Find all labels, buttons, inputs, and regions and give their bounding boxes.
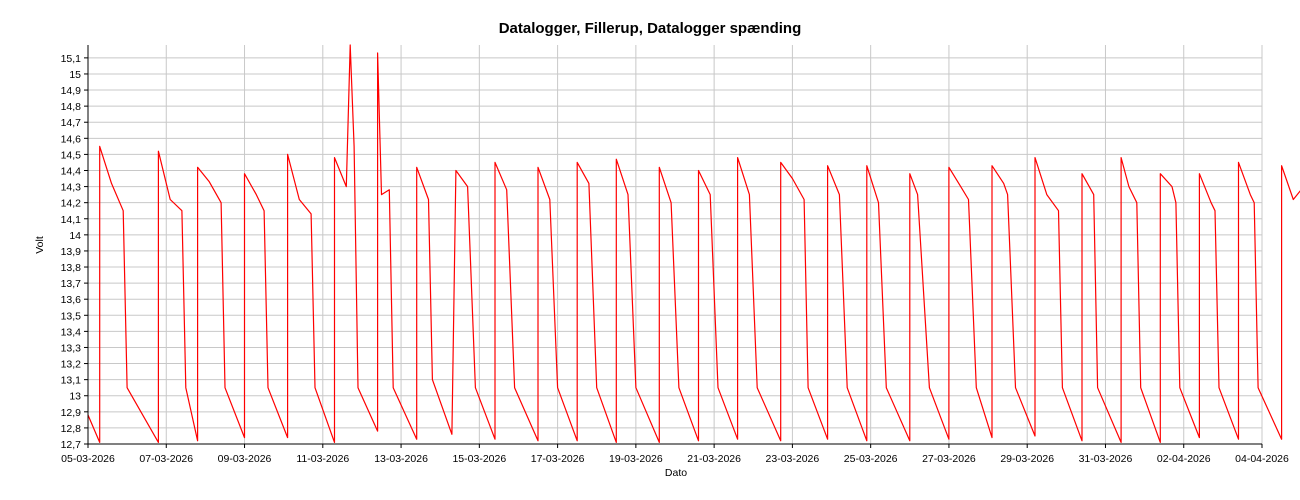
y-tick-label: 12,8: [61, 423, 82, 435]
y-tick-label: 13: [69, 391, 81, 403]
y-tick-label: 14,6: [61, 133, 82, 145]
x-tick-label: 15-03-2026: [452, 453, 506, 465]
y-tick-label: 14: [69, 230, 81, 242]
y-axis-label: Volt: [34, 236, 46, 254]
y-tick-label: 14,9: [61, 85, 82, 97]
y-tick-label: 14,8: [61, 101, 82, 113]
y-tick-label: 13,4: [61, 326, 82, 338]
y-tick-label: 13,6: [61, 294, 82, 306]
series-line: [87, 44, 1300, 443]
y-tick-label: 13,9: [61, 246, 82, 258]
y-tick-label: 13,7: [61, 278, 82, 290]
y-tick-label: 15: [69, 69, 81, 81]
y-tick-label: 13,5: [61, 310, 82, 322]
y-tick-label: 13,3: [61, 342, 82, 354]
y-tick-label: 14,2: [61, 198, 82, 210]
y-tick-label: 12,7: [61, 439, 82, 451]
chart-title: Datalogger, Fillerup, Datalogger spændin…: [498, 20, 802, 37]
x-tick-label: 27-03-2026: [922, 453, 976, 465]
y-tick-label: 13,1: [61, 375, 82, 387]
x-tick-label: 11-03-2026: [296, 453, 349, 465]
x-tick-label: 09-03-2026: [218, 453, 272, 465]
y-tick-label: 12,9: [61, 407, 82, 419]
x-tick-label: 17-03-2026: [531, 453, 585, 465]
y-tick-label: 14,4: [61, 165, 82, 177]
x-axis-label: Dato: [665, 467, 687, 479]
axis-layer: 12,7 12,8 12,9 13 13,1 13,2 13,3 13,4 13,5 13,6 13…: [61, 45, 1289, 465]
grid-layer: [87, 45, 1263, 445]
x-tick-label: 07-03-2026: [139, 453, 193, 465]
x-tick-label: 19-03-2026: [609, 453, 663, 465]
x-tick-label: 04-04-2026: [1235, 453, 1289, 465]
x-tick-label: 02-04-2026: [1157, 453, 1211, 465]
y-tick-label: 14,5: [61, 149, 82, 161]
line-layer: [87, 44, 1300, 443]
y-tick-label: 15,1: [61, 53, 82, 65]
x-tick-label: 29-03-2026: [1000, 453, 1054, 465]
x-tick-label: 23-03-2026: [766, 453, 820, 465]
x-tick-label: 21-03-2026: [687, 453, 741, 465]
y-tick-label: 14,1: [61, 214, 82, 226]
x-tick-label: 13-03-2026: [374, 453, 428, 465]
y-tick-label: 14,3: [61, 182, 82, 194]
x-tick-label: 25-03-2026: [844, 453, 898, 465]
y-tick-label: 13,2: [61, 359, 82, 371]
x-tick-label: 31-03-2026: [1079, 453, 1133, 465]
x-tick-label: 05-03-2026: [61, 453, 115, 465]
y-tick-label: 13,8: [61, 262, 82, 274]
y-tick-label: 14,7: [61, 117, 82, 129]
